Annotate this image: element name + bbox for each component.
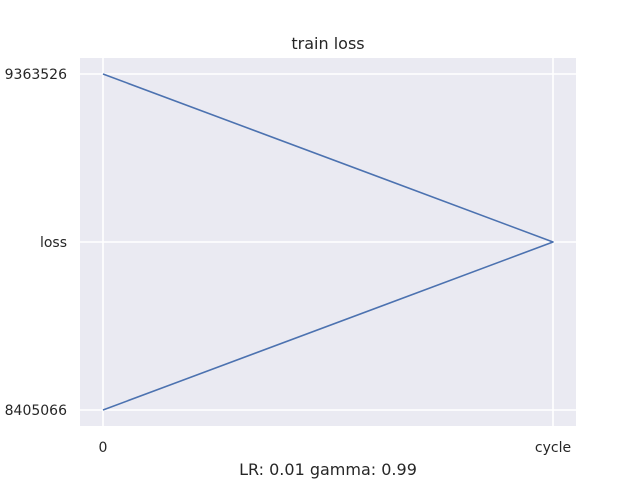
chart-title: train loss [291,34,364,53]
y-tick-label: loss [40,235,67,251]
x-tick-label: 0 [99,440,108,456]
y-tick-label: 8405066 [5,403,67,419]
x-axis-label: LR: 0.01 gamma: 0.99 [239,460,417,479]
series-layer [102,73,554,411]
tick-labels: 0 cycle 8405066 loss 9363526 [5,67,571,456]
x-tick-label: cycle [535,440,571,456]
y-tick-label: 9363526 [5,67,67,83]
series-line [102,73,554,411]
